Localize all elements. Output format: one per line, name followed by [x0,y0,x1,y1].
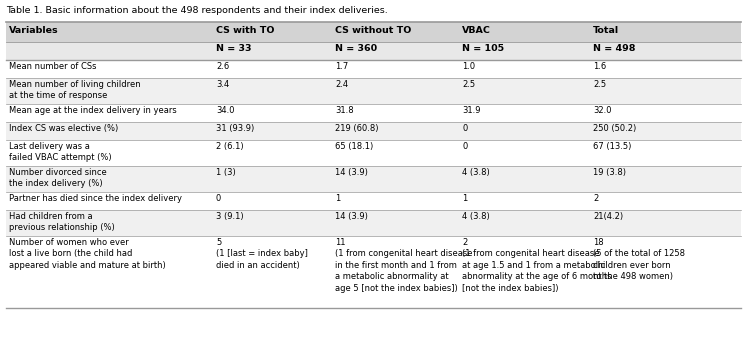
Text: 2 (6.1): 2 (6.1) [216,142,244,151]
Text: 1.0: 1.0 [462,62,476,71]
Text: 14 (3.9): 14 (3.9) [335,212,368,221]
Text: 11
(1 from congenital heart disease
in the first month and 1 from
a metabolic ab: 11 (1 from congenital heart disease in t… [335,238,473,293]
Bar [6,60,741,78]
Text: N = 360: N = 360 [335,44,377,53]
Text: Last delivery was a
failed VBAC attempt (%): Last delivery was a failed VBAC attempt … [9,142,111,162]
Text: 31.8: 31.8 [335,106,354,115]
Bar [6,166,741,192]
Text: 1.7: 1.7 [335,62,349,71]
Text: 2
(1 from congenital heart disease
at age 1.5 and 1 from a metabolic
abnormality: 2 (1 from congenital heart disease at ag… [462,238,612,293]
Bar [6,122,741,140]
Text: 2: 2 [593,194,598,203]
Text: 4 (3.8): 4 (3.8) [462,168,490,177]
Text: Total: Total [593,26,619,35]
Text: 5
(1 [last = index baby]
died in an accident): 5 (1 [last = index baby] died in an acci… [216,238,308,270]
Bar [6,210,741,236]
Text: 65 (18.1): 65 (18.1) [335,142,374,151]
Text: 4 (3.8): 4 (3.8) [462,212,490,221]
Bar [6,78,741,104]
Text: N = 33: N = 33 [216,44,252,53]
Text: 2.4: 2.4 [335,80,349,89]
Text: Partner has died since the index delivery: Partner has died since the index deliver… [9,194,182,203]
Text: 31.9: 31.9 [462,106,481,115]
Text: 32.0: 32.0 [593,106,612,115]
Bar [6,192,741,210]
Text: Index CS was elective (%): Index CS was elective (%) [9,124,118,133]
Text: Mean number of living children
at the time of response: Mean number of living children at the ti… [9,80,140,100]
Text: CS with TO: CS with TO [216,26,274,35]
Text: 1: 1 [462,194,468,203]
Bar [6,22,741,42]
Text: Variables: Variables [9,26,58,35]
Text: 0: 0 [462,124,468,133]
Text: 0: 0 [462,142,468,151]
Text: Had children from a
previous relationship (%): Had children from a previous relationshi… [9,212,115,233]
Text: 31 (93.9): 31 (93.9) [216,124,254,133]
Text: Mean age at the index delivery in years: Mean age at the index delivery in years [9,106,177,115]
Text: 2.6: 2.6 [216,62,229,71]
Text: N = 105: N = 105 [462,44,504,53]
Text: 219 (60.8): 219 (60.8) [335,124,379,133]
Text: 1 (3): 1 (3) [216,168,235,177]
Text: 3 (9.1): 3 (9.1) [216,212,244,221]
Text: 0: 0 [216,194,221,203]
Bar [6,42,741,60]
Text: 2.5: 2.5 [462,80,476,89]
Text: 2.5: 2.5 [593,80,607,89]
Text: 18
(5 of the total of 1258
children ever born
to the 498 women): 18 (5 of the total of 1258 children ever… [593,238,685,281]
Text: 21(4.2): 21(4.2) [593,212,623,221]
Text: 19 (3.8): 19 (3.8) [593,168,626,177]
Text: Number divorced since
the index delivery (%): Number divorced since the index delivery… [9,168,107,188]
Text: Number of women who ever
lost a live born (the child had
appeared viable and mat: Number of women who ever lost a live bor… [9,238,166,270]
Bar [6,140,741,166]
Text: VBAC: VBAC [462,26,492,35]
Text: 1.6: 1.6 [593,62,607,71]
Text: Mean number of CSs: Mean number of CSs [9,62,96,71]
Text: N = 498: N = 498 [593,44,636,53]
Text: 250 (50.2): 250 (50.2) [593,124,636,133]
Text: 34.0: 34.0 [216,106,235,115]
Text: 67 (13.5): 67 (13.5) [593,142,631,151]
Text: 1: 1 [335,194,341,203]
Bar [6,104,741,122]
Text: 14 (3.9): 14 (3.9) [335,168,368,177]
Text: Table 1. Basic information about the 498 respondents and their index deliveries.: Table 1. Basic information about the 498… [6,6,388,15]
Text: 3.4: 3.4 [216,80,229,89]
Text: CS without TO: CS without TO [335,26,412,35]
Bar [6,236,741,308]
